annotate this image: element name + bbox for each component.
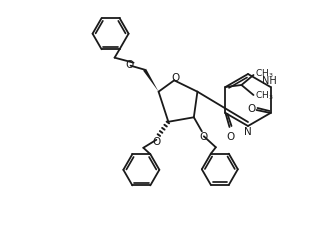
Text: O: O: [226, 132, 235, 142]
Text: O: O: [152, 137, 160, 147]
Polygon shape: [143, 69, 158, 92]
Text: O: O: [248, 104, 256, 114]
Text: NH: NH: [262, 76, 277, 86]
Text: O: O: [171, 73, 179, 83]
Text: CH$_3$: CH$_3$: [256, 68, 274, 80]
Text: CH$_3$: CH$_3$: [256, 90, 274, 102]
Text: O: O: [125, 60, 134, 70]
Text: O: O: [200, 132, 208, 142]
Text: N: N: [244, 127, 252, 137]
